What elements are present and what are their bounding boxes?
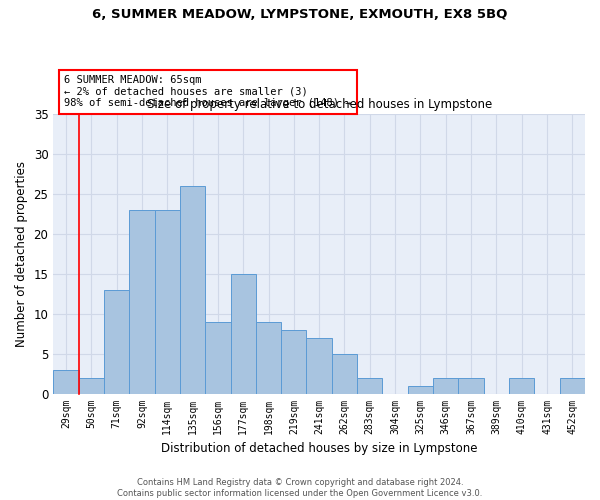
- Text: 6 SUMMER MEADOW: 65sqm
← 2% of detached houses are smaller (3)
98% of semi-detac: 6 SUMMER MEADOW: 65sqm ← 2% of detached …: [64, 75, 352, 108]
- Bar: [230, 274, 256, 394]
- Bar: [256, 322, 281, 394]
- Title: Size of property relative to detached houses in Lympstone: Size of property relative to detached ho…: [146, 98, 492, 112]
- Bar: [408, 386, 433, 394]
- Bar: [307, 338, 332, 394]
- Y-axis label: Number of detached properties: Number of detached properties: [15, 160, 28, 346]
- Bar: [180, 186, 205, 394]
- Bar: [79, 378, 104, 394]
- Bar: [129, 210, 155, 394]
- Bar: [332, 354, 357, 394]
- Bar: [433, 378, 458, 394]
- Bar: [205, 322, 230, 394]
- Bar: [104, 290, 129, 394]
- Text: Contains HM Land Registry data © Crown copyright and database right 2024.
Contai: Contains HM Land Registry data © Crown c…: [118, 478, 482, 498]
- Bar: [155, 210, 180, 394]
- Bar: [53, 370, 79, 394]
- Bar: [560, 378, 585, 394]
- X-axis label: Distribution of detached houses by size in Lympstone: Distribution of detached houses by size …: [161, 442, 478, 455]
- Bar: [281, 330, 307, 394]
- Bar: [357, 378, 382, 394]
- Bar: [509, 378, 535, 394]
- Text: 6, SUMMER MEADOW, LYMPSTONE, EXMOUTH, EX8 5BQ: 6, SUMMER MEADOW, LYMPSTONE, EXMOUTH, EX…: [92, 8, 508, 20]
- Bar: [458, 378, 484, 394]
